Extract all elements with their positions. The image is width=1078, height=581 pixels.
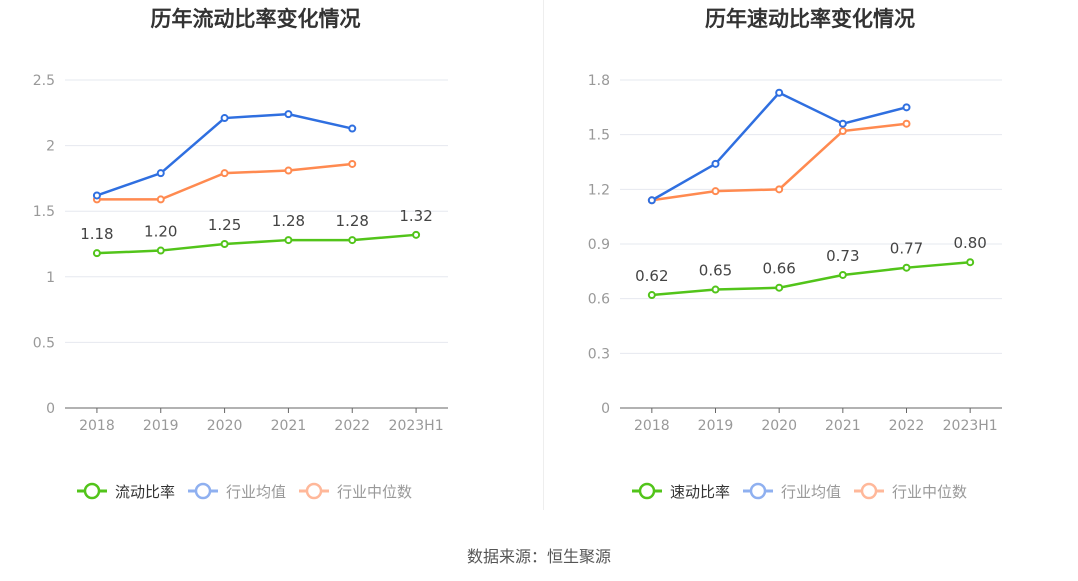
legend-marker-icon — [83, 482, 101, 500]
data-point — [284, 236, 293, 245]
data-point — [902, 263, 911, 272]
data-label: 0.77 — [890, 240, 923, 258]
x-tick-label: 2020 — [207, 418, 243, 434]
data-point — [838, 119, 847, 128]
data-source: 数据来源：恒生聚源 — [466, 547, 611, 566]
data-label: 0.73 — [826, 247, 859, 265]
data-label: 0.66 — [762, 260, 795, 278]
data-point — [348, 124, 357, 133]
data-point — [902, 119, 911, 128]
legend-marker-icon — [749, 482, 767, 500]
legend-marker-icon — [638, 482, 656, 500]
y-tick-label: 0 — [601, 401, 610, 417]
chart-title: 历年流动比率变化情况 — [151, 7, 361, 31]
data-point — [156, 195, 165, 204]
series-line — [651, 91, 907, 202]
data-point — [838, 270, 847, 279]
y-tick-label: 1.5 — [588, 128, 610, 144]
legend-marker-icon — [305, 482, 323, 500]
data-point — [711, 159, 720, 168]
y-tick-label: 1.2 — [588, 182, 610, 198]
legend-item[interactable]: 速动比率 — [670, 483, 730, 501]
data-point — [156, 246, 165, 255]
data-point — [220, 169, 229, 178]
y-tick-label: 0.5 — [33, 335, 55, 351]
x-tick-label: 2018 — [79, 418, 115, 434]
data-point — [647, 196, 656, 205]
data-point — [92, 249, 101, 258]
data-point — [775, 88, 784, 97]
x-tick-label: 2023H1 — [389, 418, 444, 434]
data-point — [220, 114, 229, 123]
data-point — [284, 166, 293, 175]
data-point — [92, 191, 101, 200]
data-point — [711, 285, 720, 294]
data-label: 0.80 — [953, 234, 986, 252]
x-tick-label: 2021 — [271, 418, 307, 434]
series-line — [96, 233, 417, 255]
data-point — [220, 240, 229, 248]
x-tick-label: 2021 — [825, 418, 861, 434]
legend-item[interactable]: 行业均值 — [781, 483, 841, 501]
data-point — [348, 159, 357, 168]
data-label: 1.18 — [80, 225, 113, 243]
x-tick-label: 2019 — [143, 418, 179, 434]
y-tick-label: 0.3 — [588, 346, 610, 362]
data-point — [156, 169, 165, 178]
legend-item[interactable]: 行业中位数 — [337, 483, 412, 501]
data-point — [711, 187, 720, 196]
data-label: 0.62 — [635, 267, 668, 285]
chart-title: 历年速动比率变化情况 — [705, 7, 915, 31]
data-point — [412, 230, 421, 239]
data-label: 1.28 — [336, 212, 369, 230]
x-tick-label: 2022 — [334, 418, 370, 434]
y-tick-label: 1.8 — [588, 73, 610, 89]
legend-marker-icon — [860, 482, 878, 500]
data-label: 1.32 — [399, 207, 432, 225]
data-point — [348, 236, 357, 245]
data-label: 0.65 — [699, 262, 732, 280]
data-point — [966, 258, 975, 267]
legend-item[interactable]: 行业中位数 — [892, 483, 967, 501]
divider — [543, 0, 544, 510]
legend-marker-icon — [194, 482, 212, 500]
y-tick-label: 2 — [46, 139, 55, 155]
series-line — [651, 260, 971, 297]
legend-item[interactable]: 行业均值 — [226, 483, 286, 501]
data-point — [647, 291, 656, 300]
x-tick-label: 2018 — [634, 418, 670, 434]
x-tick-label: 2020 — [761, 418, 797, 434]
y-tick-label: 1.5 — [33, 204, 55, 220]
y-tick-label: 2.5 — [33, 73, 55, 89]
data-point — [775, 283, 784, 292]
y-tick-label: 1 — [46, 270, 55, 286]
data-point — [902, 103, 911, 112]
legend-item[interactable]: 流动比率 — [115, 483, 175, 501]
x-tick-label: 2023H1 — [943, 418, 998, 434]
y-tick-label: 0.9 — [588, 237, 610, 253]
data-point — [775, 185, 784, 194]
data-label: 1.25 — [208, 216, 241, 234]
series-line — [96, 112, 353, 197]
data-label: 1.20 — [144, 223, 177, 241]
data-label: 1.28 — [272, 212, 305, 230]
x-tick-label: 2022 — [889, 418, 925, 434]
y-tick-label: 0.6 — [588, 292, 610, 308]
data-point — [284, 110, 293, 119]
y-tick-label: 0 — [46, 401, 55, 417]
data-point — [838, 127, 847, 136]
x-tick-label: 2019 — [698, 418, 734, 434]
